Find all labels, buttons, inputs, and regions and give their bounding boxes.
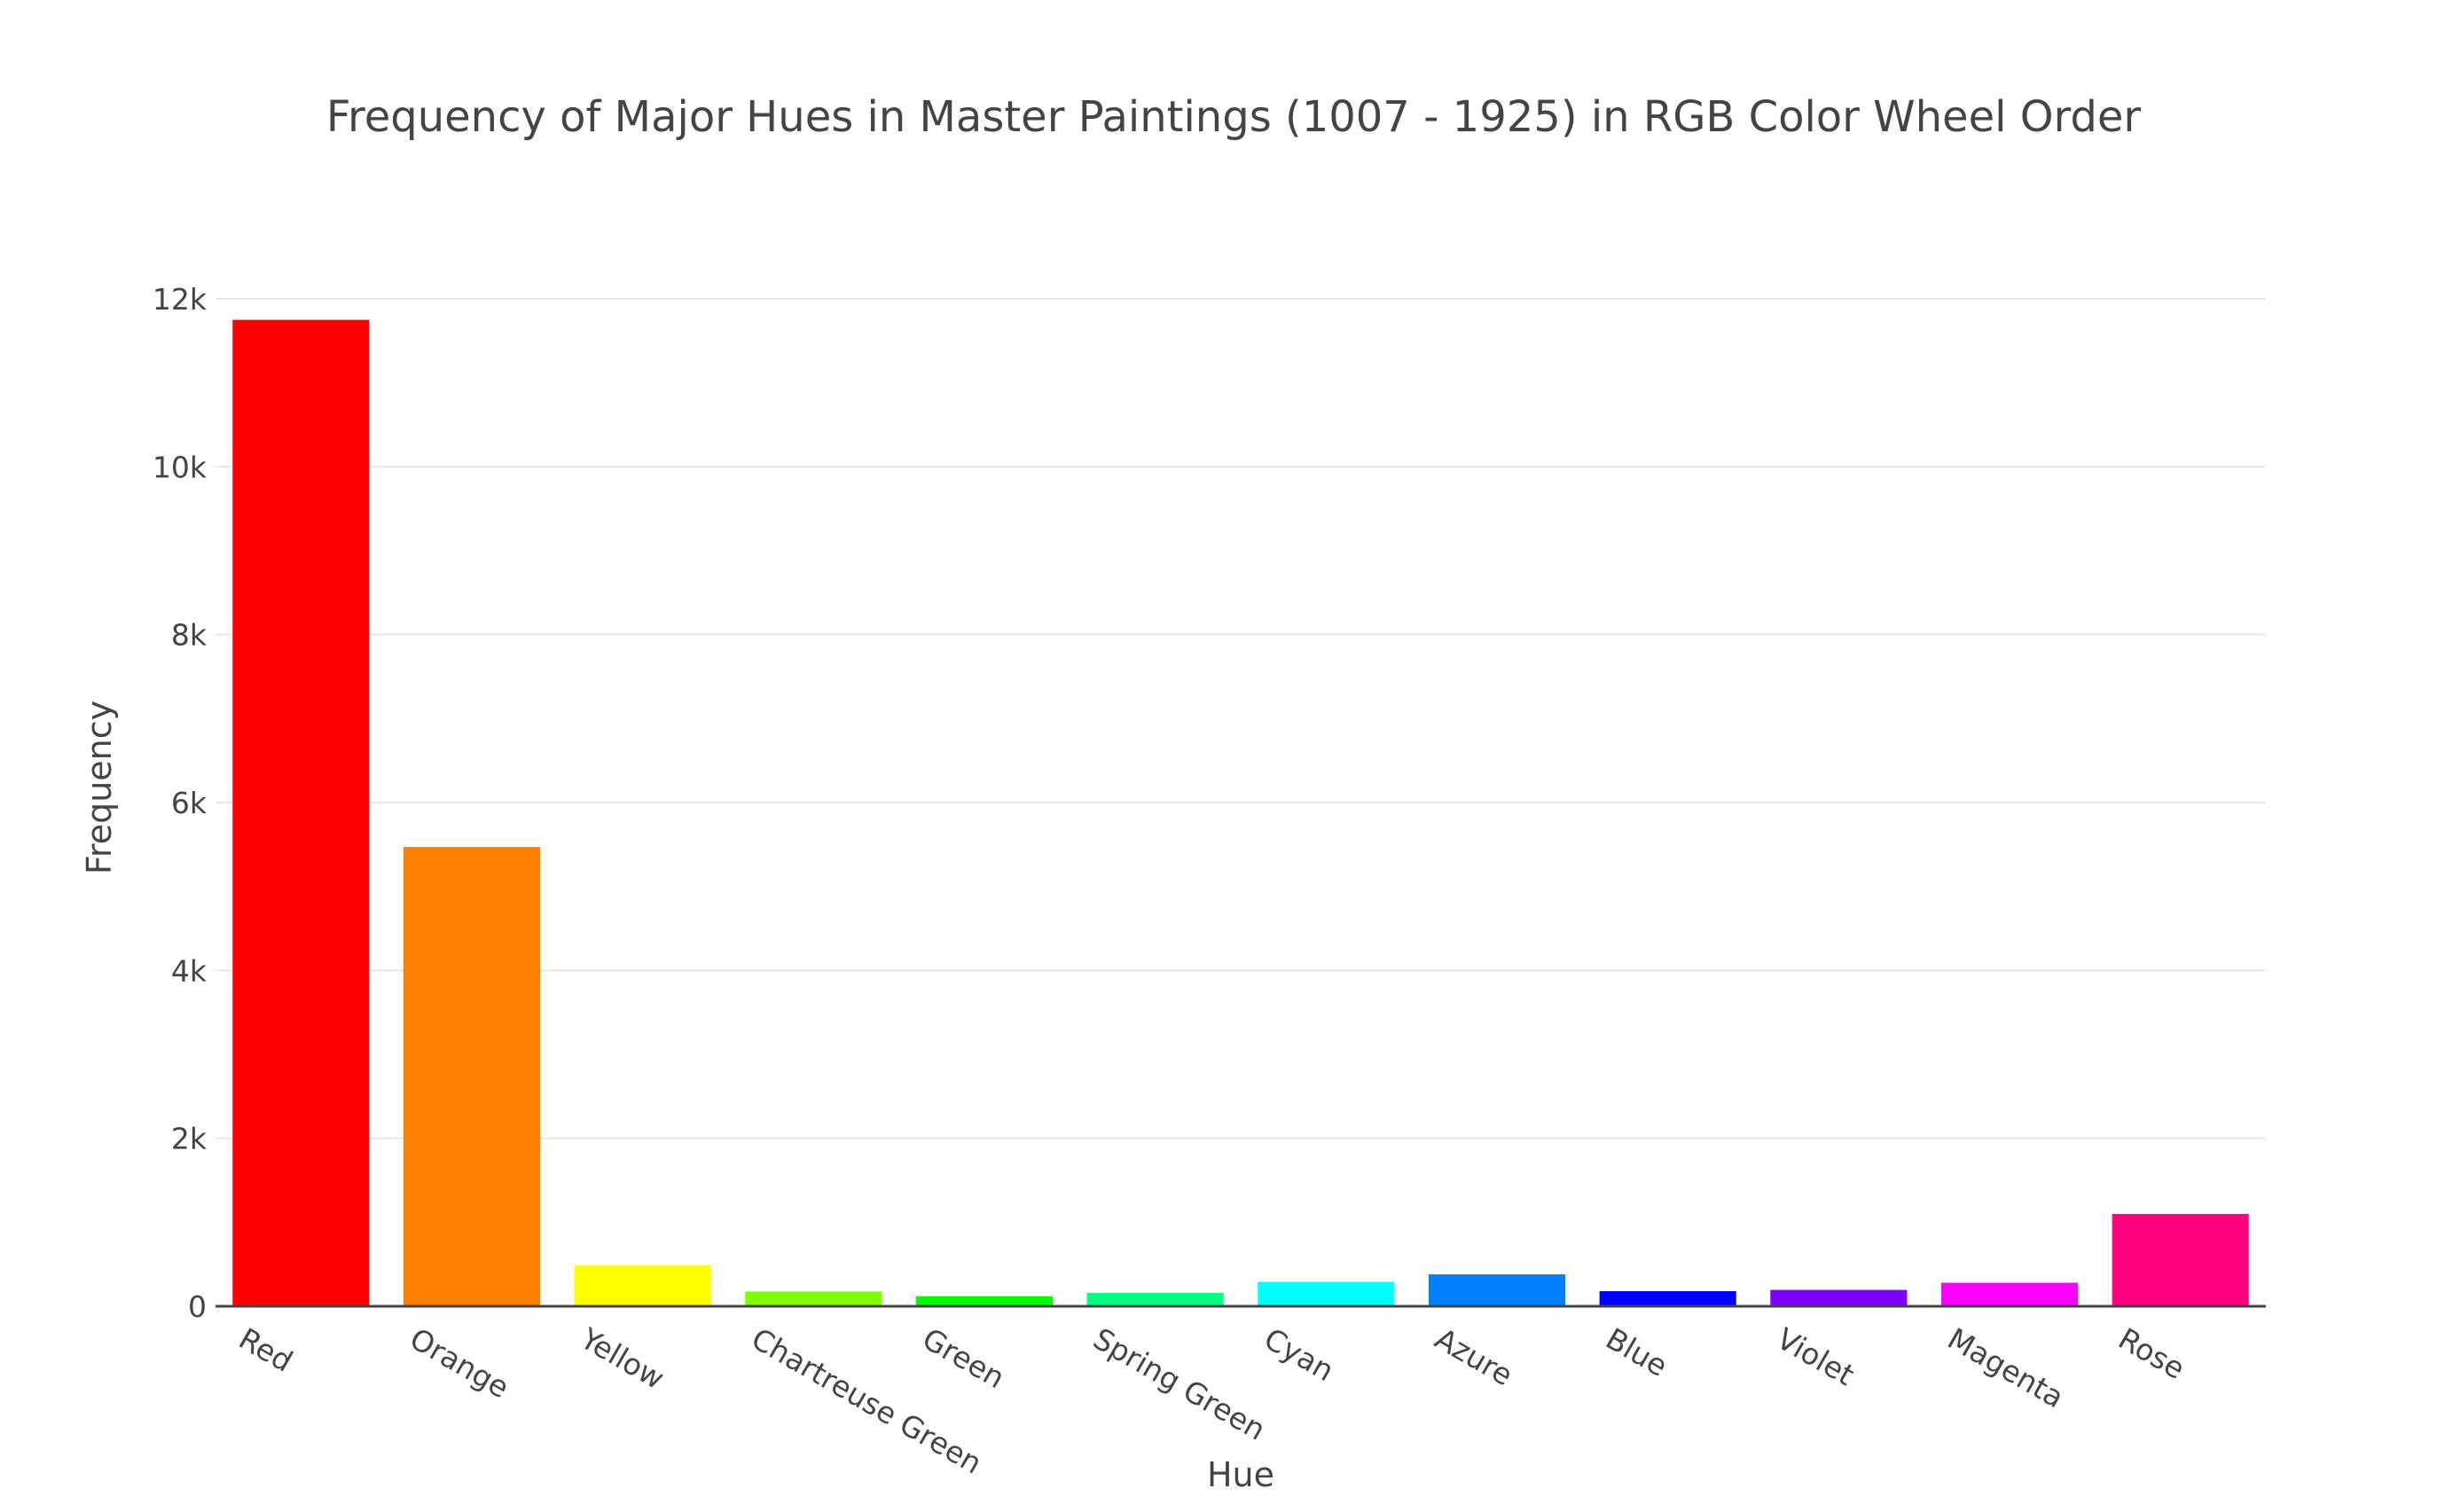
x-tick-label: Blue xyxy=(1600,1321,1673,1383)
bar-green[interactable] xyxy=(915,1296,1054,1306)
bar-azure[interactable] xyxy=(1428,1274,1566,1306)
y-axis-ticks: 0 2k 4k 6k 8k 10k 12k xyxy=(153,282,208,1324)
bar-spring-green[interactable] xyxy=(1086,1292,1224,1306)
x-tick-label: Cyan xyxy=(1258,1321,1340,1389)
x-tick-label: Rose xyxy=(2112,1321,2190,1386)
y-tick-label: 0 xyxy=(188,1289,207,1324)
x-tick-label: Red xyxy=(233,1321,299,1379)
bar-blue[interactable] xyxy=(1599,1290,1736,1306)
bar-magenta[interactable] xyxy=(1940,1282,2079,1306)
bar-cyan[interactable] xyxy=(1258,1281,1395,1306)
chart-title: Frequency of Major Hues in Master Painti… xyxy=(326,92,2141,142)
bar-red[interactable] xyxy=(232,319,370,1307)
x-axis-title: Hue xyxy=(1207,1455,1274,1494)
y-tick-label: 6k xyxy=(171,786,208,820)
y-tick-label: 2k xyxy=(171,1122,208,1156)
bar-yellow[interactable] xyxy=(574,1265,711,1306)
bar-violet[interactable] xyxy=(1770,1289,1908,1306)
y-axis-title: Frequency xyxy=(80,701,119,874)
y-tick-label: 4k xyxy=(171,953,208,988)
grid-lines xyxy=(216,298,2266,1140)
x-tick-label: Yellow xyxy=(574,1320,670,1396)
bar-chartreuse-green[interactable] xyxy=(745,1291,882,1306)
x-tick-label: Violet xyxy=(1771,1321,1861,1393)
x-tick-label: Green xyxy=(917,1321,1011,1396)
x-tick-label: Spring Green xyxy=(1087,1321,1271,1447)
bar-rose[interactable] xyxy=(2112,1213,2249,1306)
y-tick-label: 8k xyxy=(171,618,208,653)
y-tick-label: 10k xyxy=(153,450,208,484)
x-tick-label: Azure xyxy=(1430,1321,1519,1393)
x-tick-label: Orange xyxy=(404,1321,515,1406)
y-tick-label: 12k xyxy=(153,282,208,317)
bar-orange[interactable] xyxy=(403,847,541,1306)
bars xyxy=(232,319,2249,1307)
x-tick-label: Magenta xyxy=(1942,1321,2070,1415)
